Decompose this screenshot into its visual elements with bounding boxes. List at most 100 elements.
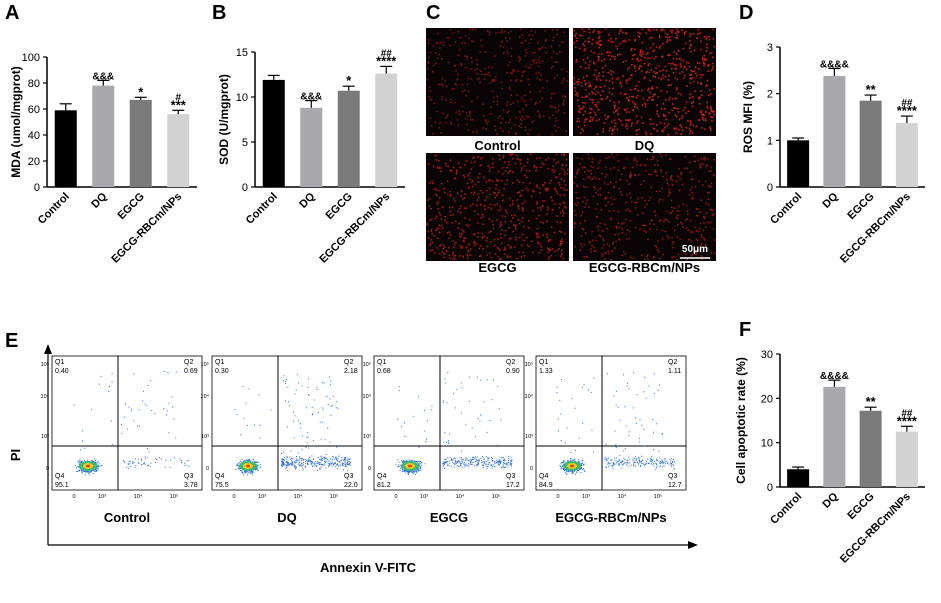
significance-label: ** [866,82,877,97]
y-axis-label: Cell apoptotic rate (%) [734,357,748,484]
quadrant-value-q3: 12.7 [668,482,682,489]
category-label: Control [244,191,280,227]
bar-control [54,110,77,187]
flow-plot-label: EGCG [430,510,468,525]
flow-y-tick-label: 10³ [41,434,49,440]
category-label: EGCG [845,491,876,522]
significance-label: **** [897,413,918,428]
panel-letter-a: A [5,2,19,24]
category-label: EGCG [115,191,146,222]
density-peak [570,464,574,468]
density-peak [246,464,250,468]
y-axis-label: SOD (U/mgprot) [217,74,231,165]
y-tick-label: 10 [761,438,773,450]
fluorescence-signal [426,153,569,261]
y-tick-label: 40 [28,130,40,142]
bar-dq [823,75,846,187]
flow-x-tick-label: 10³ [582,494,590,500]
y-axis-label: ROS MFI (%) [741,81,755,153]
significance-label: * [346,73,352,88]
quadrant-name: Q4 [539,473,548,480]
significance-label: &&& [300,92,322,103]
flow-plot-label: Control [104,510,150,525]
y-tick-label: 60 [28,104,40,116]
category-label: DQ [297,190,317,210]
plot-frame [535,355,687,491]
quadrant-value-q4: 84.9 [539,482,553,489]
significance-label: *** [171,97,187,112]
quadrant-value-q4: 81.2 [377,482,391,489]
flow-cytometry-panel: PI Annexin V-FITC Q1 0.40 Q2 0.69 Q3 3.78 Q4 95.1… [8,344,698,575]
quadrant-name: Q1 [55,359,64,366]
panel-letter-b: B [212,2,226,24]
fluorescence-image-control: Control [426,28,569,153]
plot-frame [211,355,363,491]
bar-control [262,79,285,187]
category-label: EGCG-RBCm/NPs [838,491,913,566]
density-peak [86,464,90,468]
quadrant-name: Q3 [668,473,677,480]
significance-label: ## [901,408,913,419]
quadrant-name: Q2 [668,359,677,366]
image-label: DQ [635,138,655,153]
quadrant-value-q1: 0.30 [215,368,229,375]
quadrant-name: Q2 [344,359,353,366]
quadrant-value-q1: 1.33 [539,368,553,375]
y-tick-label: 80 [28,78,40,90]
flow-x-tick-label: 10⁵ [654,493,662,500]
significance-label: ## [901,98,913,109]
annexin-arrow-head [688,541,698,549]
significance-label: ** [866,394,877,409]
panel-letters: A B C D E F [5,2,753,352]
quadrant-value-q1: 0.40 [55,368,69,375]
quadrant-name: Q4 [215,473,224,480]
flow-y-tick-label: 10⁵ [41,361,49,368]
quadrant-value-q3: 17.2 [506,482,520,489]
flow-x-tick-label: 0 [394,494,397,500]
y-tick-label: 2 [767,89,773,101]
category-label: DQ [820,190,840,210]
significance-label: ## [381,48,393,59]
significance-label: **** [376,53,397,68]
y-tick-label: 15 [236,47,248,59]
category-label: DQ [89,190,109,210]
chart-f: 0 10 20 30 Cell apoptotic rate (%) Control &&&… [734,349,925,566]
flow-y-tick-label: 10⁴ [363,393,372,400]
fluorescence-image-egcg: EGCG [426,153,569,275]
fluorescence-image-egcg-rbcm-nps: EGCG-RBCm/NPs [573,153,716,275]
bar-egcg [129,99,152,187]
fluorescence-panel: Control DQ EGCG EGCG-RBCm/NPs 50μm [426,28,716,275]
image-label: EGCG-RBCm/NPs [589,260,700,275]
quadrant-value-q3: 3.78 [184,482,198,489]
flow-x-tick-label: 10⁵ [170,493,178,500]
y-tick-label: 100 [22,52,40,64]
category-label: Control [768,491,804,527]
category-label: EGCG [323,191,354,222]
flow-x-tick-label: 0 [72,494,75,500]
bar-control [787,140,810,187]
category-label: Control [36,191,72,227]
flow-y-tick-label: 10⁴ [201,393,210,400]
quadrant-value-q2: 1.11 [668,368,681,375]
panel-letter-f: F [739,319,751,341]
flow-y-tick-label: 0 [368,466,371,472]
panel-letter-c: C [426,2,440,24]
pi-arrow-head [44,344,52,354]
bar-egcg [859,410,882,487]
flow-x-tick-label: 10³ [258,494,266,500]
significance-label: &&&& [820,59,849,70]
plot-frame [373,355,525,491]
quadrant-name: Q2 [184,359,193,366]
y-tick-label: 20 [28,156,40,168]
quadrant-value-q1: 0.68 [377,368,391,375]
quadrant-name: Q3 [344,473,353,480]
flow-plot-label: DQ [277,510,297,525]
quadrant-name: Q2 [506,359,515,366]
flow-x-tick-label: 10⁵ [330,493,338,500]
quadrant-value-q2: 0.90 [506,368,520,375]
y-tick-label: 0 [34,182,40,194]
category-label: EGCG-RBCm/NPs [838,191,913,266]
quadrant-name: Q4 [377,473,386,480]
